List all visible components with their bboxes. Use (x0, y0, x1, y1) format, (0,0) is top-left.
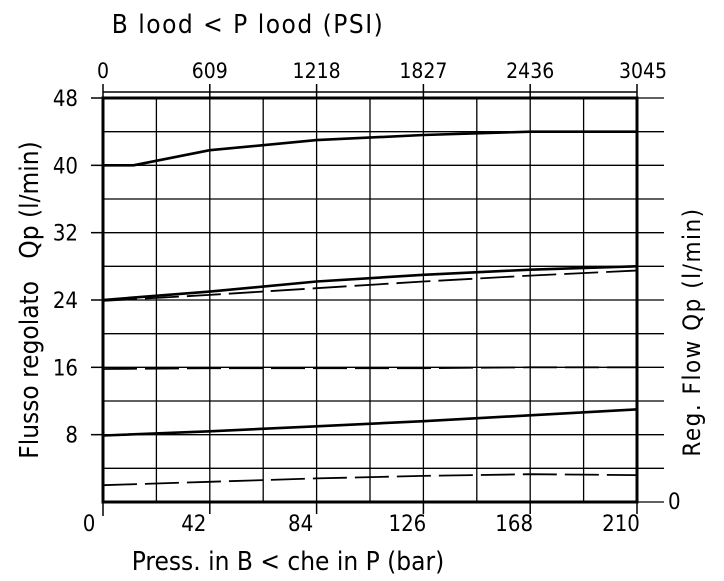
ticks: 0 42 84 126 168 210 0 609 1218 1827 2436 3045 8 16 24 3… (53, 59, 681, 537)
y-left-tick-label: 48 (53, 87, 78, 112)
series-line-5-solid (102, 408, 638, 437)
x-top-tick-label: 1218 (293, 59, 341, 83)
x-top-tick-label: 0 (97, 59, 109, 83)
left-axis-title: Flusso regolato Qp (l/min) (15, 141, 45, 459)
bottom-axis-title: Press. in B < che in P (bar) (132, 547, 444, 577)
series-line-2-solid (102, 265, 638, 302)
y-left-tick-label: 32 (53, 222, 78, 247)
x-bottom-tick-label: 168 (495, 512, 533, 537)
y-left-tick-label: 40 (53, 154, 78, 179)
x-top-tick-label: 609 (192, 59, 228, 83)
series-layer (102, 130, 638, 487)
grid (103, 98, 664, 502)
x-bottom-tick-label: 210 (602, 512, 640, 537)
series-line-6-dashed (102, 473, 638, 487)
series-line-4-dashed (102, 366, 637, 370)
y-left-tick-label: 8 (65, 424, 78, 449)
series-line-3-dashed (102, 269, 638, 302)
x-top-tick-label: 3045 (619, 59, 667, 83)
top-axis-title: B lood < P lood (PSI) (112, 10, 384, 40)
x-top-tick-label: 2436 (506, 59, 554, 83)
right-axis-title: Reg. Flow Qp (l/min) (678, 207, 706, 456)
x-bottom-tick-label: 42 (181, 512, 206, 537)
x-bottom-tick-label: 84 (288, 512, 313, 537)
x-bottom-tick-label: 0 (83, 512, 96, 537)
x-bottom-tick-label: 126 (389, 512, 427, 537)
y-left-tick-label: 24 (53, 289, 78, 314)
y-left-tick-label: 16 (53, 356, 78, 381)
y-right-tick-label: 0 (668, 490, 681, 515)
series-line-1-solid (103, 130, 637, 167)
x-top-tick-label: 1827 (399, 59, 447, 83)
